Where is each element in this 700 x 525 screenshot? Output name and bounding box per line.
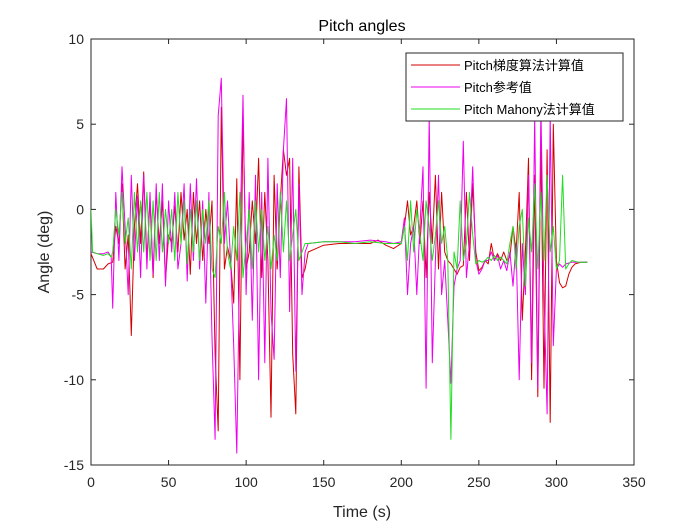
- y-tick-label: 5: [76, 116, 84, 132]
- series-line-3: [91, 174, 588, 440]
- y-axis-title: Angle (deg): [36, 211, 53, 294]
- series-line-2: [91, 77, 588, 454]
- x-tick-label: 100: [234, 474, 258, 490]
- x-tick-label: 200: [390, 474, 414, 490]
- legend-entry: Pitch梯度算法计算值: [464, 58, 584, 73]
- y-tick-label: 10: [68, 31, 84, 47]
- ticks-layer: 0 50 100 150 200 250 300 350 -15 -10 -5 0 5 10: [64, 31, 646, 490]
- legend-entry: Pitch参考值: [464, 80, 532, 95]
- y-tick-label: -15: [64, 457, 84, 473]
- x-tick-label: 150: [312, 474, 336, 490]
- chart-title: Pitch angles: [318, 18, 405, 35]
- y-tick-label: -10: [64, 372, 84, 388]
- legend-entry: Pitch Mahony法计算值: [464, 102, 595, 117]
- legend: Pitch梯度算法计算值 Pitch参考值 Pitch Mahony法计算值: [405, 52, 624, 122]
- series-layer: [91, 77, 588, 454]
- x-tick-label: 0: [87, 474, 95, 490]
- x-axis-title: Time (s): [333, 504, 391, 521]
- x-tick-label: 350: [622, 474, 646, 490]
- series-line-1: [91, 106, 588, 432]
- y-tick-label: -5: [72, 287, 85, 303]
- x-tick-label: 300: [545, 474, 569, 490]
- x-tick-label: 250: [467, 474, 491, 490]
- y-tick-label: 0: [76, 201, 84, 217]
- x-tick-label: 50: [161, 474, 177, 490]
